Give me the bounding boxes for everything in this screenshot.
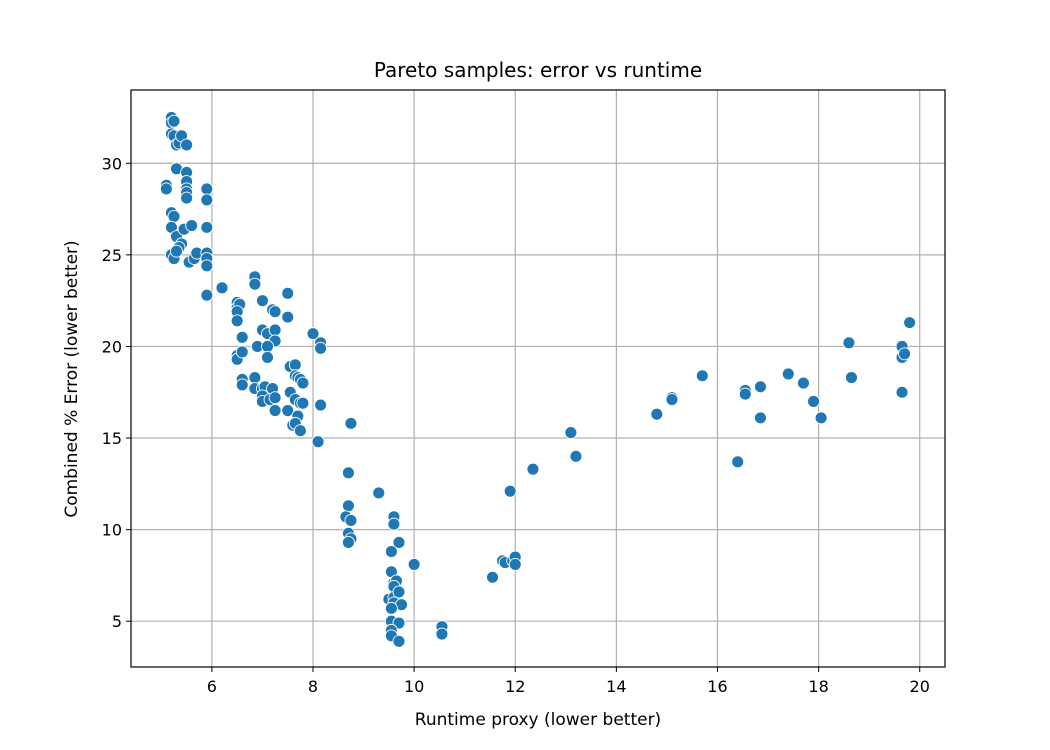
data-point [167, 114, 181, 128]
data-point [895, 385, 909, 399]
data-point [731, 455, 745, 469]
data-point [281, 404, 295, 418]
data-point [384, 601, 398, 615]
x-tick-label: 14 [606, 677, 626, 696]
data-point [341, 466, 355, 480]
data-point [814, 411, 828, 425]
data-point [845, 371, 858, 385]
data-point [508, 557, 522, 571]
data-point [235, 345, 249, 359]
data-point [268, 404, 282, 418]
data-point [392, 535, 406, 549]
data-point [235, 378, 249, 392]
y-tick-label: 10 [102, 521, 122, 540]
data-point [293, 424, 307, 438]
data-point [392, 585, 406, 599]
x-tick-label: 16 [707, 677, 727, 696]
data-point [185, 219, 199, 232]
x-axis-ticks: 6 8 10 12 14 16 18 20 [207, 667, 930, 696]
data-point [341, 499, 355, 513]
x-tick-label: 6 [207, 677, 217, 696]
y-tick-label: 25 [102, 246, 122, 265]
data-point [311, 435, 325, 449]
data-point [268, 305, 282, 319]
y-tick-label: 5 [112, 612, 122, 631]
data-points [159, 111, 917, 648]
data-point [372, 486, 386, 500]
data-point [564, 426, 578, 439]
plot-frame [130, 89, 946, 668]
data-point [781, 367, 795, 381]
y-tick-label: 30 [102, 154, 122, 173]
x-tick-label: 8 [308, 677, 318, 696]
data-point [314, 341, 328, 355]
data-point [314, 398, 328, 412]
data-point [407, 557, 421, 571]
data-point [665, 393, 679, 407]
data-point [261, 350, 274, 364]
data-point [344, 514, 358, 527]
data-point [526, 462, 540, 476]
data-point [167, 209, 181, 223]
data-point [261, 339, 274, 353]
data-point [200, 259, 214, 273]
data-point [200, 182, 214, 196]
data-point [738, 387, 752, 401]
data-point [230, 314, 244, 328]
data-point [296, 376, 310, 390]
data-point [384, 545, 398, 559]
y-tick-label: 15 [102, 429, 122, 448]
data-point [268, 391, 282, 405]
data-point [754, 380, 767, 394]
data-point [650, 407, 664, 421]
data-point [387, 517, 401, 531]
data-point [200, 288, 214, 302]
x-tick-label: 12 [505, 677, 525, 696]
data-point [180, 191, 194, 205]
data-point [215, 281, 229, 295]
data-point [569, 449, 583, 463]
data-point [159, 182, 173, 196]
data-point [341, 535, 355, 549]
data-point [807, 394, 820, 408]
data-point [180, 138, 194, 152]
data-point [200, 220, 214, 234]
data-point [256, 294, 269, 308]
data-point [281, 310, 295, 324]
x-tick-label: 20 [910, 677, 930, 696]
y-axis-label: Combined % Error (lower better) [62, 240, 82, 517]
data-point [903, 316, 917, 330]
data-point [235, 330, 249, 344]
data-point [281, 286, 295, 300]
y-tick-label: 20 [102, 337, 122, 356]
data-point [248, 371, 262, 385]
data-point [435, 627, 449, 641]
data-point [288, 358, 302, 372]
data-point [898, 347, 912, 361]
data-point [486, 570, 499, 584]
data-point [392, 634, 406, 648]
data-point [170, 244, 183, 258]
x-tick-label: 18 [808, 677, 828, 696]
data-point [754, 411, 767, 425]
data-point [842, 336, 856, 350]
data-point [503, 484, 517, 498]
data-point [306, 327, 320, 341]
data-point [248, 277, 262, 291]
data-point [344, 416, 358, 430]
y-axis-ticks: 5 10 15 20 25 30 [102, 154, 131, 631]
x-axis-label: Runtime proxy (lower better) [415, 710, 661, 730]
data-point [268, 323, 282, 337]
data-point [695, 369, 709, 383]
x-tick-label: 10 [404, 677, 424, 696]
chart-title: Pareto samples: error vs runtime [374, 58, 702, 82]
data-point [796, 376, 810, 390]
data-point [296, 396, 310, 410]
data-point [200, 193, 214, 207]
